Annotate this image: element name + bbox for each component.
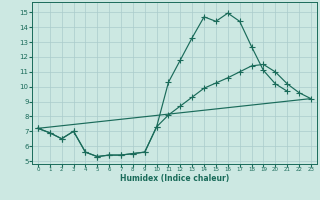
X-axis label: Humidex (Indice chaleur): Humidex (Indice chaleur): [120, 174, 229, 183]
